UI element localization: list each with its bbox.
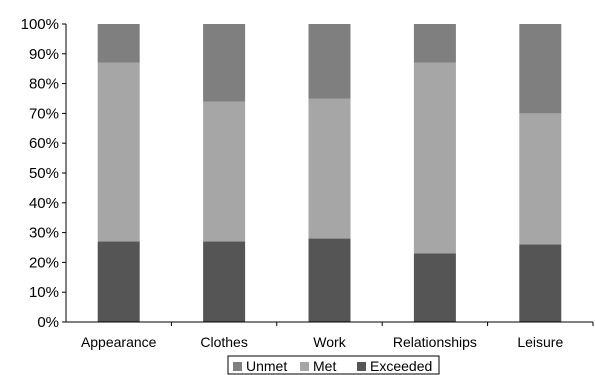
y-tick-label: 50% — [29, 165, 59, 182]
x-category-label-work: Work — [313, 334, 346, 350]
bar-segment-unmet-work — [308, 24, 351, 99]
legend-label-unmet: Unmet — [246, 358, 287, 374]
bar-segment-unmet-clothes — [203, 24, 246, 102]
bar-segment-exceeded-relationships — [413, 253, 456, 322]
bar-segment-unmet-leisure — [519, 24, 562, 114]
legend-label-exceeded: Exceeded — [370, 358, 432, 374]
y-tick-label: 0% — [37, 314, 59, 331]
y-tick-label: 20% — [29, 254, 59, 271]
legend-label-met: Met — [313, 358, 336, 374]
legend-box — [227, 355, 440, 375]
y-tick-labels: 0% 10% 20% 30% 40% 50% 60% 70% 80% 90% 100% — [21, 16, 59, 331]
bar-segment-met-appearance — [97, 62, 140, 242]
bar-segment-met-relationships — [413, 62, 456, 254]
x-category-label-leisure: Leisure — [517, 334, 563, 350]
y-tick-label: 90% — [29, 46, 59, 63]
legend-swatch-unmet — [233, 362, 242, 371]
bar-segment-met-work — [308, 98, 351, 239]
bar-segment-unmet-relationships — [413, 24, 456, 63]
bar-segment-met-clothes — [203, 101, 246, 242]
bar-segment-exceeded-leisure — [519, 244, 562, 322]
x-category-label-clothes: Clothes — [200, 334, 247, 350]
y-tick-label: 100% — [21, 16, 59, 33]
bar-segment-unmet-appearance — [97, 24, 140, 63]
y-tick-label: 40% — [29, 195, 59, 212]
legend-swatch-exceeded — [357, 362, 366, 371]
x-category-label-appearance: Appearance — [81, 334, 157, 350]
legend-swatch-met — [300, 362, 309, 371]
y-tick-label: 60% — [29, 135, 59, 152]
bars-layer — [97, 24, 562, 322]
y-tick-label: 30% — [29, 225, 59, 242]
bar-segment-met-leisure — [519, 113, 562, 245]
bar-segment-exceeded-work — [308, 238, 351, 322]
y-tick-label: 80% — [29, 76, 59, 93]
y-tick-label: 70% — [29, 105, 59, 122]
axes-layer — [62, 23, 594, 326]
bar-segment-exceeded-clothes — [203, 241, 246, 322]
x-category-labels: Appearance Clothes Work Relationships Leisur… — [81, 334, 564, 350]
bar-segment-exceeded-appearance — [97, 241, 140, 322]
x-category-label-relationships: Relationships — [393, 334, 477, 350]
legend: Unmet Met Exceeded — [227, 355, 440, 375]
y-tick-label: 10% — [29, 284, 59, 301]
